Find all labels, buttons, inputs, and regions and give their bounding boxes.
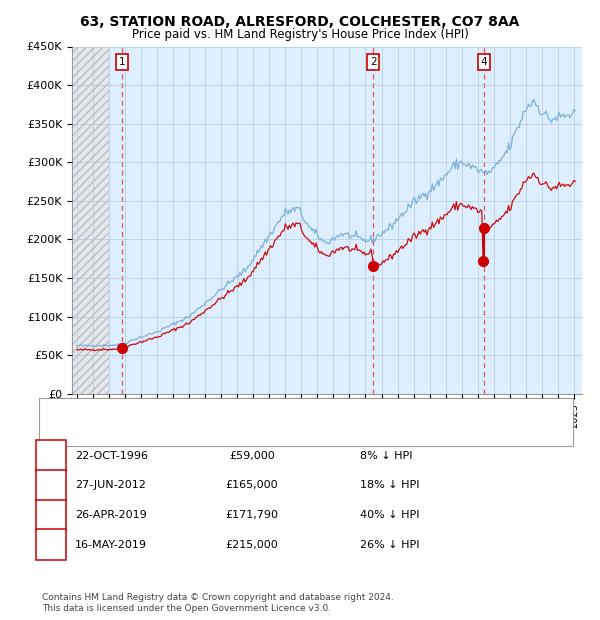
- Text: 3: 3: [47, 510, 55, 520]
- Text: 16-MAY-2019: 16-MAY-2019: [75, 540, 147, 550]
- Text: 26-APR-2019: 26-APR-2019: [75, 510, 147, 520]
- Text: £215,000: £215,000: [226, 540, 278, 550]
- Text: 40% ↓ HPI: 40% ↓ HPI: [360, 510, 419, 520]
- Text: HPI: Average price, detached house, Tendring: HPI: Average price, detached house, Tend…: [87, 427, 325, 436]
- Text: 1: 1: [119, 57, 125, 67]
- Text: 63, STATION ROAD, ALRESFORD, COLCHESTER, CO7 8AA (detached house): 63, STATION ROAD, ALRESFORD, COLCHESTER,…: [87, 408, 478, 418]
- Text: £165,000: £165,000: [226, 480, 278, 490]
- Text: 8% ↓ HPI: 8% ↓ HPI: [360, 451, 413, 461]
- Text: Contains HM Land Registry data © Crown copyright and database right 2024.
This d: Contains HM Land Registry data © Crown c…: [42, 593, 394, 613]
- Text: 2: 2: [47, 480, 55, 490]
- Text: 63, STATION ROAD, ALRESFORD, COLCHESTER, CO7 8AA: 63, STATION ROAD, ALRESFORD, COLCHESTER,…: [80, 16, 520, 30]
- Bar: [72, 46, 109, 394]
- Text: £59,000: £59,000: [229, 451, 275, 461]
- Text: 4: 4: [481, 57, 487, 67]
- Text: £171,790: £171,790: [226, 510, 278, 520]
- Text: 1: 1: [47, 451, 55, 461]
- Text: 2: 2: [370, 57, 377, 67]
- Text: 22-OCT-1996: 22-OCT-1996: [75, 451, 148, 461]
- Text: 18% ↓ HPI: 18% ↓ HPI: [360, 480, 419, 490]
- Text: 4: 4: [47, 540, 55, 550]
- Text: 26% ↓ HPI: 26% ↓ HPI: [360, 540, 419, 550]
- Text: Price paid vs. HM Land Registry's House Price Index (HPI): Price paid vs. HM Land Registry's House …: [131, 28, 469, 41]
- Text: 27-JUN-2012: 27-JUN-2012: [75, 480, 146, 490]
